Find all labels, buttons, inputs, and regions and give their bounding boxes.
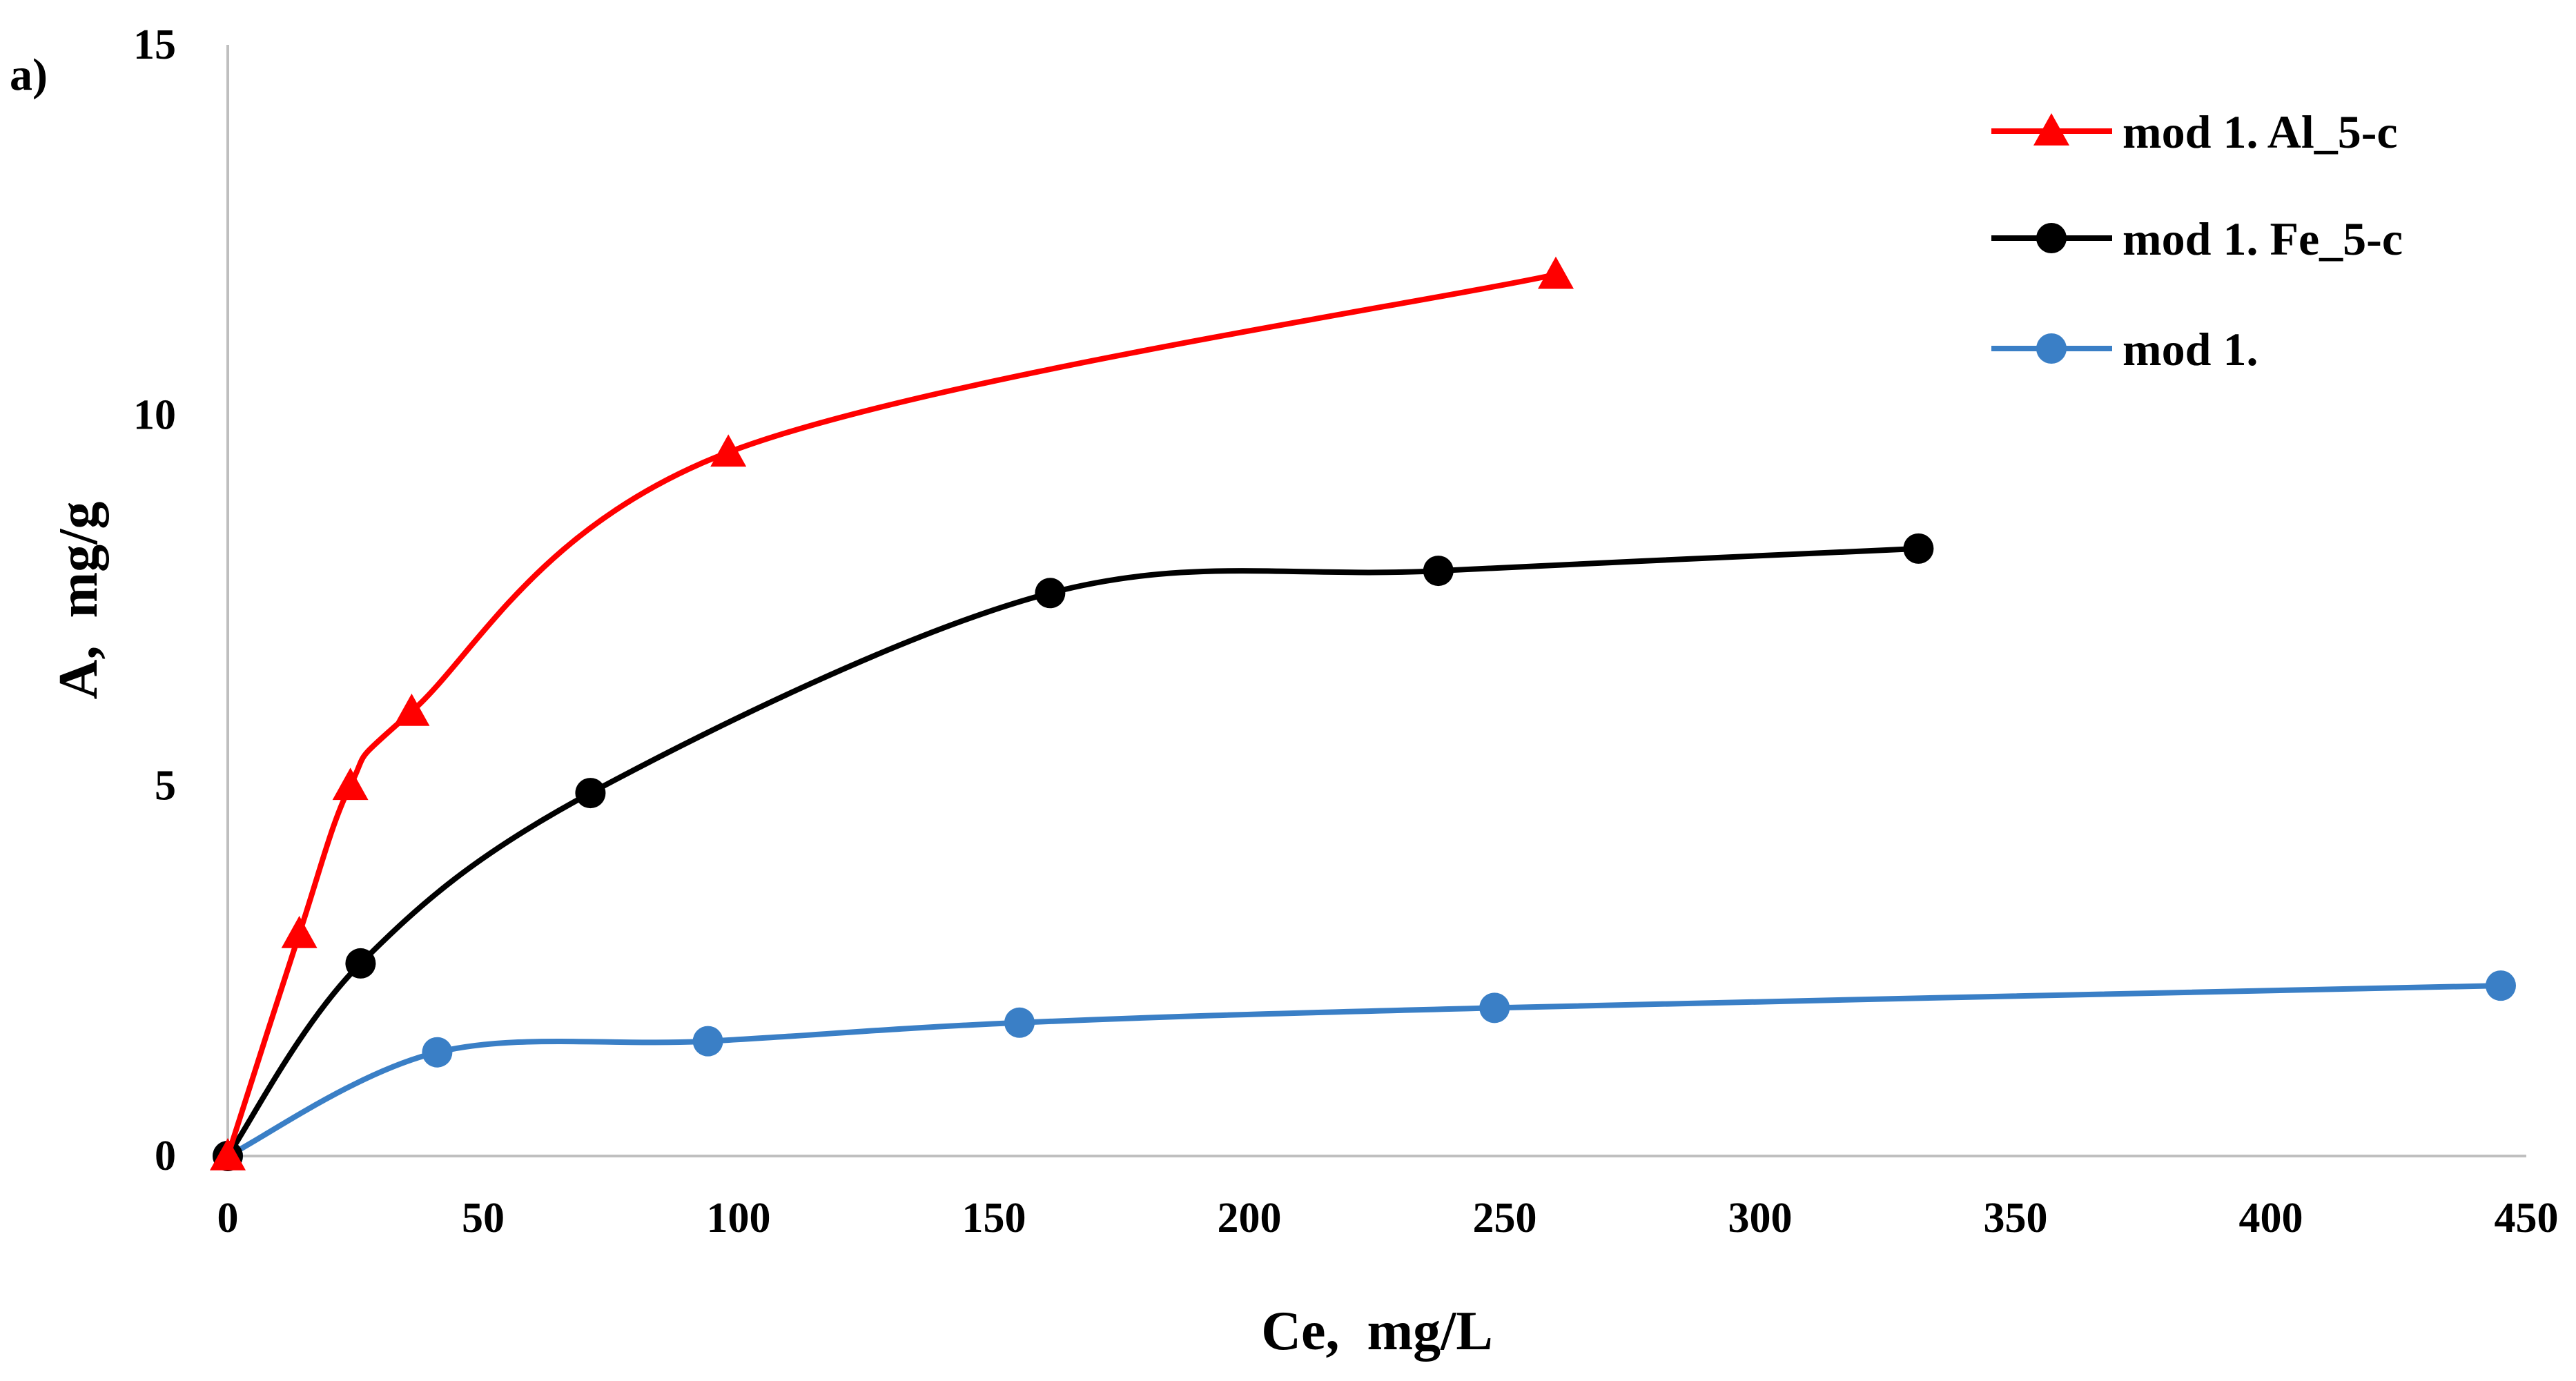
- x-tick-label: 400: [2239, 1195, 2303, 1242]
- x-tick-label: 150: [962, 1195, 1026, 1242]
- legend-marker: [2036, 333, 2067, 364]
- legend-marker: [2033, 113, 2069, 146]
- y-tick-label: 15: [133, 21, 176, 68]
- data-point: [2486, 970, 2516, 1001]
- data-point: [281, 916, 318, 948]
- legend-label: mod 1. Al_5-c: [2123, 106, 2398, 158]
- data-point: [332, 767, 369, 801]
- series-layer: [210, 256, 2516, 1171]
- data-point: [575, 778, 606, 809]
- x-tick-label: 50: [462, 1195, 505, 1242]
- x-tick-label: 100: [707, 1195, 771, 1242]
- y-tick-label: 10: [133, 392, 176, 439]
- y-tick-label: 5: [155, 762, 176, 809]
- series-2: [213, 533, 1934, 1171]
- axes: [226, 45, 2526, 1157]
- series-3: [213, 970, 2516, 1171]
- legend-item: mod 1. Fe_5-c: [1991, 213, 2403, 265]
- series-1: [210, 256, 1574, 1171]
- data-point: [692, 1026, 723, 1057]
- data-point: [393, 694, 430, 726]
- legend-marker: [2036, 223, 2067, 253]
- y-tick-labels: 0 5 10 15: [133, 21, 176, 1179]
- data-point: [710, 434, 747, 467]
- legend-label: mod 1. Fe_5-c: [2123, 213, 2403, 265]
- x-tick-label: 300: [1728, 1195, 1793, 1242]
- x-tick-label: 200: [1218, 1195, 1282, 1242]
- data-point: [1035, 578, 1066, 609]
- x-tick-labels: 0 50 100 150 200 250 300 350 400 450: [217, 1195, 2559, 1242]
- data-point: [422, 1037, 453, 1068]
- data-point: [1903, 533, 1934, 564]
- data-point: [1538, 256, 1574, 289]
- x-tick-label: 350: [1984, 1195, 2048, 1242]
- x-tick-label: 250: [1473, 1195, 1537, 1242]
- legend-item: mod 1. Al_5-c: [1991, 106, 2398, 158]
- y-tick-label: 0: [155, 1133, 176, 1179]
- x-axis-title: Ce, mg/L: [1261, 1301, 1493, 1362]
- data-point: [1479, 992, 1510, 1023]
- data-point: [1423, 556, 1454, 587]
- x-tick-label: 0: [217, 1195, 239, 1242]
- panel-label: a): [10, 50, 48, 100]
- series-line: [225, 271, 1559, 1159]
- legend-label: mod 1.: [2123, 323, 2258, 375]
- data-point: [345, 948, 376, 979]
- data-point: [210, 1138, 246, 1171]
- series-line: [225, 545, 1922, 1159]
- data-point: [1004, 1007, 1035, 1038]
- x-tick-label: 450: [2495, 1195, 2559, 1242]
- series-line: [225, 983, 2504, 1159]
- y-axis-title: A, mg/g: [48, 502, 109, 700]
- legend-item: mod 1.: [1991, 323, 2258, 375]
